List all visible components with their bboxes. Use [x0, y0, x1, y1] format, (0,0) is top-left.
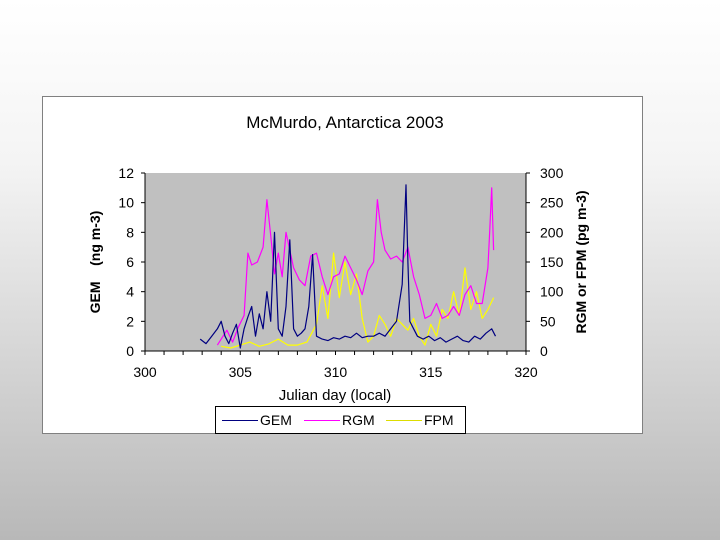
legend: GEM RGM FPM	[215, 406, 466, 434]
legend-item-gem: GEM	[222, 412, 292, 428]
x-tick-label: 305	[229, 364, 253, 380]
legend-label-gem: GEM	[260, 412, 292, 428]
left-tick-label: 8	[126, 224, 134, 240]
x-axis: 300 305 310 315 320	[133, 350, 538, 380]
plot-area	[145, 173, 526, 351]
left-tick-label: 6	[126, 254, 134, 270]
legend-swatch-gem	[222, 419, 258, 421]
chart-frame: McMurdo, Antarctica 2003 0 2 4 6 8 10 12 0 50 10…	[42, 96, 643, 434]
series-line-gem	[199, 184, 497, 349]
y-axis-label-left: GEM (ng m-3)	[87, 211, 103, 314]
right-axis: 0 50 100 150 200 250 300	[525, 165, 564, 359]
left-axis: 0 2 4 6 8 10 12	[118, 165, 146, 359]
x-tick-label: 315	[419, 364, 443, 380]
legend-label-rgm: RGM	[342, 412, 375, 428]
series-line-fpm	[221, 252, 495, 349]
right-tick-label: 0	[540, 343, 548, 359]
y-axis-label-right: RGM or FPM (pg m-3)	[573, 190, 589, 333]
left-tick-label: 12	[118, 165, 134, 181]
left-tick-label: 2	[126, 313, 134, 329]
legend-swatch-fpm	[386, 419, 422, 421]
series-group	[199, 184, 497, 349]
right-tick-label: 250	[540, 195, 564, 211]
right-tick-label: 50	[540, 313, 556, 329]
left-tick-label: 0	[126, 343, 134, 359]
legend-item-fpm: FPM	[386, 412, 454, 428]
chart-title: McMurdo, Antarctica 2003	[246, 113, 443, 132]
x-axis-label: Julian day (local)	[279, 387, 392, 404]
legend-item-rgm: RGM	[304, 412, 375, 428]
chart-svg: McMurdo, Antarctica 2003 0 2 4 6 8 10 12 0 50 10…	[87, 113, 589, 404]
right-tick-label: 100	[540, 284, 564, 300]
legend-label-fpm: FPM	[424, 412, 454, 428]
series-line-rgm	[216, 187, 495, 346]
left-tick-label: 4	[126, 284, 134, 300]
right-tick-label: 300	[540, 165, 564, 181]
legend-swatch-rgm	[304, 419, 340, 421]
right-tick-label: 150	[540, 254, 564, 270]
x-tick-label: 300	[133, 364, 157, 380]
left-tick-label: 10	[118, 195, 134, 211]
x-tick-label: 320	[514, 364, 538, 380]
right-tick-label: 200	[540, 224, 564, 240]
x-tick-label: 310	[324, 364, 348, 380]
